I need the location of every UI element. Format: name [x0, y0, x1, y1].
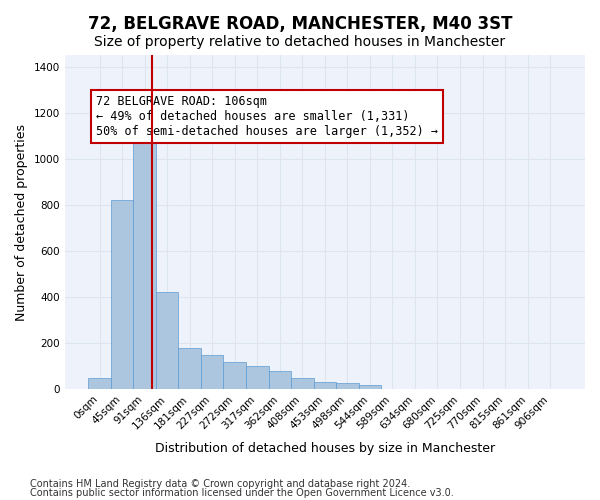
Text: 72 BELGRAVE ROAD: 106sqm
← 49% of detached houses are smaller (1,331)
50% of sem: 72 BELGRAVE ROAD: 106sqm ← 49% of detach… [96, 95, 438, 138]
Text: Size of property relative to detached houses in Manchester: Size of property relative to detached ho… [94, 35, 506, 49]
Bar [178, 348, 201, 389]
Bar [291, 378, 314, 389]
Text: Contains public sector information licensed under the Open Government Licence v3: Contains public sector information licen… [30, 488, 454, 498]
Bar [246, 366, 269, 389]
Bar [314, 382, 336, 389]
Text: Contains HM Land Registry data © Crown copyright and database right 2024.: Contains HM Land Registry data © Crown c… [30, 479, 410, 489]
Bar [336, 384, 359, 389]
Bar [223, 362, 246, 389]
X-axis label: Distribution of detached houses by size in Manchester: Distribution of detached houses by size … [155, 442, 495, 455]
Bar [133, 140, 156, 389]
Bar [88, 378, 111, 389]
Bar [156, 292, 178, 389]
Bar [111, 200, 133, 389]
Bar [269, 370, 291, 389]
Bar [201, 354, 223, 389]
Y-axis label: Number of detached properties: Number of detached properties [15, 124, 28, 320]
Bar [359, 384, 381, 389]
Text: 72, BELGRAVE ROAD, MANCHESTER, M40 3ST: 72, BELGRAVE ROAD, MANCHESTER, M40 3ST [88, 15, 512, 33]
